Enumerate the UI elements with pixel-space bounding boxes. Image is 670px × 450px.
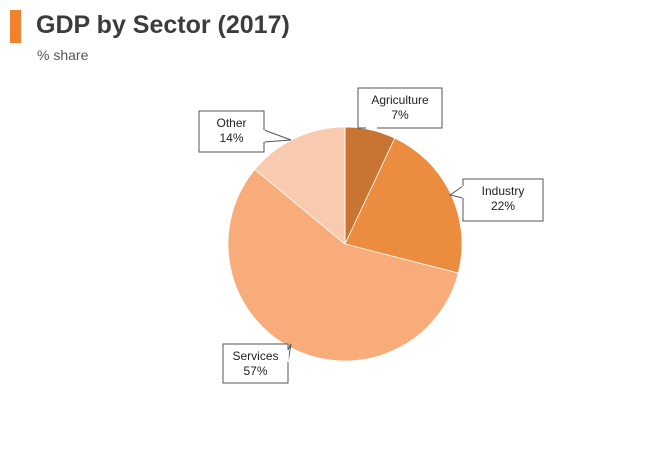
- callout-box-services: [222, 343, 289, 384]
- slice-label-industry: Industry: [482, 184, 525, 198]
- callout-pointer-other: [263, 129, 292, 143]
- callout-box-agriculture: [357, 87, 443, 129]
- title-accent-bar: [10, 10, 21, 43]
- chart-title: GDP by Sector (2017): [36, 11, 290, 39]
- chart-subtitle: % share: [37, 47, 89, 63]
- slice-label-agriculture: Agriculture: [371, 93, 429, 107]
- slice-value-services: 57%: [243, 364, 267, 378]
- pie-slice-other: [254, 126, 346, 245]
- pie-slice-services: [227, 168, 459, 362]
- slice-label-other: Other: [216, 116, 246, 130]
- pie-slices: [227, 126, 463, 362]
- slice-value-other: 14%: [219, 131, 243, 145]
- slice-value-agriculture: 7%: [391, 108, 409, 122]
- slice-label-services: Services: [232, 349, 278, 363]
- callout-box-industry: [462, 178, 544, 222]
- slice-value-industry: 22%: [491, 199, 515, 213]
- callout-pointer-industry: [448, 185, 464, 199]
